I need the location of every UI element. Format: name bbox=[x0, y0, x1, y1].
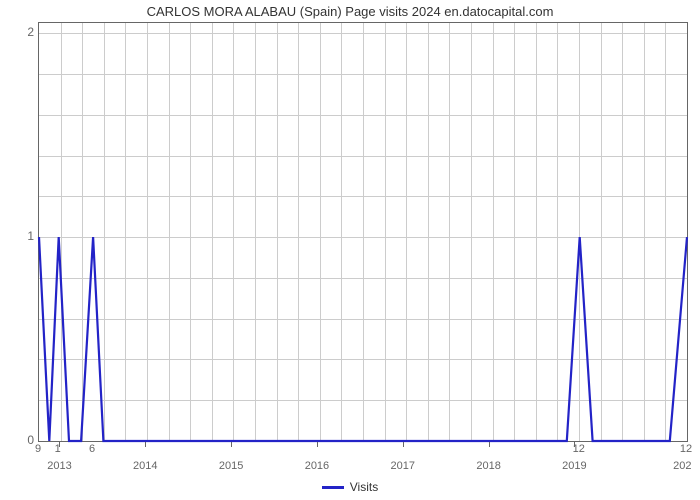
data-point-label: 6 bbox=[89, 443, 95, 455]
x-tick-label: 2016 bbox=[305, 460, 329, 472]
x-tick-label: 2017 bbox=[391, 460, 415, 472]
legend-label: Visits bbox=[350, 480, 378, 494]
x-tick-label: 2015 bbox=[219, 460, 243, 472]
data-point-label: 1 bbox=[55, 443, 61, 455]
data-point-label: 9 bbox=[35, 443, 41, 455]
plot-area bbox=[38, 22, 688, 442]
data-point-label: 12 bbox=[573, 443, 585, 455]
chart-container: CARLOS MORA ALABAU (Spain) Page visits 2… bbox=[0, 0, 700, 500]
data-point-label: 12 bbox=[680, 443, 692, 455]
x-tick-label: 2014 bbox=[133, 460, 157, 472]
x-tick-label: 2018 bbox=[476, 460, 500, 472]
legend-swatch bbox=[322, 486, 344, 489]
y-tick-label: 2 bbox=[4, 25, 34, 39]
y-tick-label: 0 bbox=[4, 433, 34, 447]
y-tick-label: 1 bbox=[4, 229, 34, 243]
x-tick-label: 2019 bbox=[562, 460, 586, 472]
chart-title: CARLOS MORA ALABAU (Spain) Page visits 2… bbox=[0, 4, 700, 19]
x-tick-label: 2013 bbox=[47, 460, 71, 472]
series-line bbox=[39, 23, 687, 441]
legend: Visits bbox=[0, 480, 700, 494]
x-tick-label: 202 bbox=[673, 460, 691, 472]
